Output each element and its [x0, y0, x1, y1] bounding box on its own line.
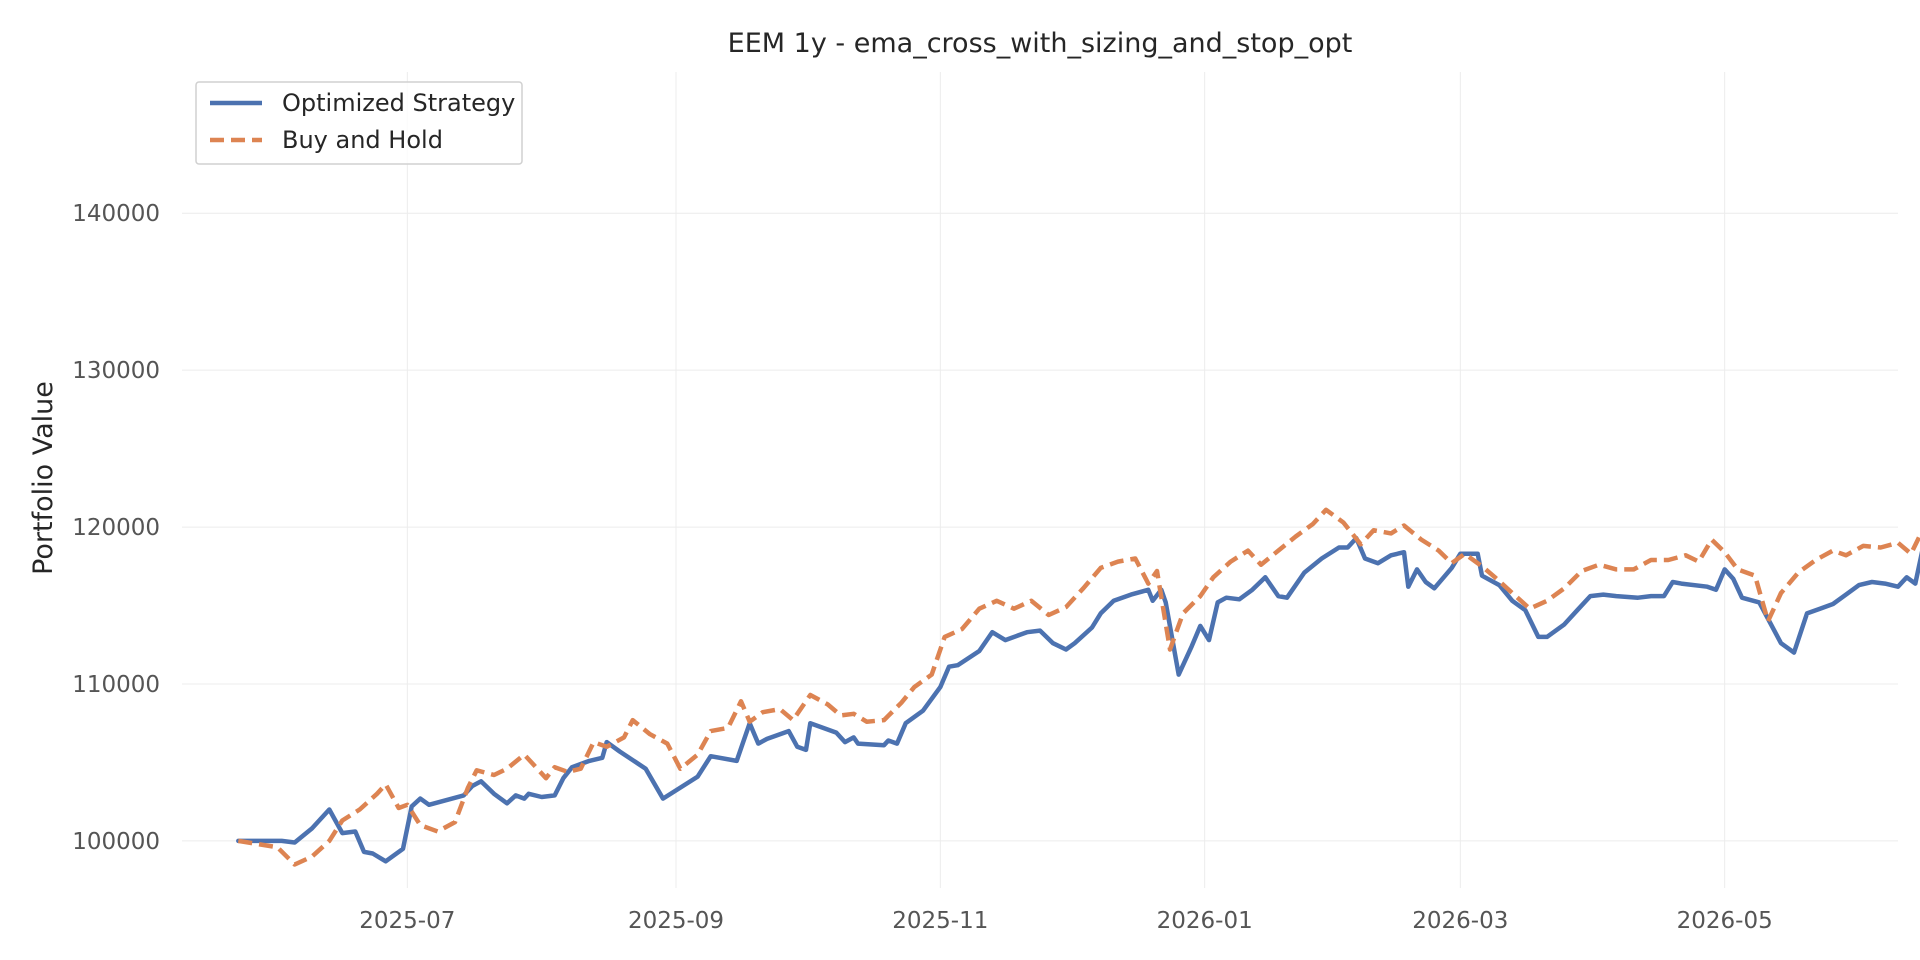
y-axis-label: Portfolio Value [28, 381, 59, 575]
x-tick-label: 2026-01 [1157, 908, 1253, 934]
legend-label: Optimized Strategy [282, 89, 515, 117]
legend: Optimized Strategy Buy and Hold [195, 81, 523, 165]
series-line-buy-and-hold [237, 507, 1920, 867]
y-tick-label: 140000 [72, 201, 160, 227]
x-axis: 2025-07 2025-09 2025-11 2026-01 2026-03 2026-… [359, 908, 1772, 934]
x-tick-label: 2025-11 [892, 908, 988, 934]
chart-title: EEM 1y - ema_cross_with_sizing_and_stop_… [728, 28, 1353, 59]
grid [182, 72, 1898, 888]
series-line-optimized-strategy [236, 535, 1920, 864]
y-axis: 100000 110000 120000 130000 140000 [72, 201, 160, 855]
legend-box [195, 81, 523, 165]
x-tick-label: 2025-09 [628, 908, 724, 934]
y-tick-label: 120000 [72, 515, 160, 541]
legend-label: Buy and Hold [282, 126, 443, 154]
y-tick-label: 130000 [72, 358, 160, 384]
y-tick-label: 100000 [72, 829, 160, 855]
x-tick-label: 2026-03 [1412, 908, 1508, 934]
x-tick-label: 2025-07 [359, 908, 455, 934]
series-layer [236, 507, 1920, 867]
x-tick-label: 2026-05 [1677, 908, 1773, 934]
y-tick-label: 110000 [72, 672, 160, 698]
